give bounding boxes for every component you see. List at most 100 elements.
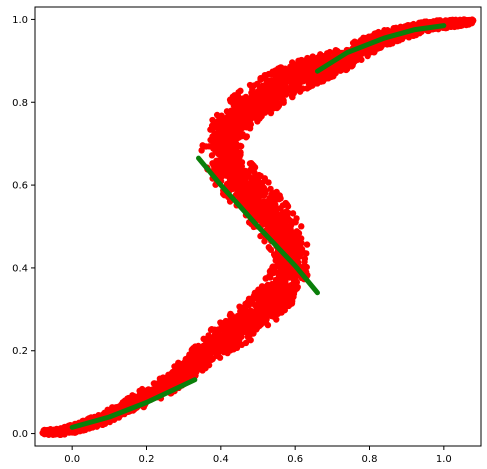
scatter-point — [303, 263, 310, 271]
scatter-point — [224, 349, 231, 356]
scatter-point — [291, 287, 298, 294]
scatter-point — [257, 232, 264, 240]
scatter-point — [289, 210, 297, 217]
scatter-point — [176, 372, 184, 379]
x-tick-label: 0.2 — [139, 454, 155, 465]
scatter-point — [183, 358, 190, 366]
scatter-point — [253, 90, 260, 98]
scatter-point — [250, 82, 258, 89]
scatter-point — [241, 328, 248, 336]
scatter-point — [266, 225, 273, 233]
x-tick-label: 0.6 — [287, 454, 303, 465]
scatter-point — [268, 101, 276, 109]
scatter-point — [280, 71, 288, 78]
scatter-point — [281, 224, 288, 232]
scatter-point — [208, 346, 215, 353]
scatter-point — [241, 311, 248, 319]
scatter-point — [249, 330, 257, 337]
scatter-point — [293, 215, 300, 222]
scatter-point — [256, 200, 263, 207]
scatter-point — [251, 194, 258, 202]
scatter-point — [239, 122, 246, 129]
scatter-point — [246, 299, 253, 307]
scatter-point — [251, 294, 258, 301]
scatter-point — [309, 76, 316, 83]
scatter-point — [106, 418, 114, 426]
scatter-point — [218, 128, 226, 136]
scatter-point — [288, 296, 296, 304]
x-tick-label: 0.4 — [213, 454, 229, 465]
scatter-point — [271, 252, 279, 260]
scatter-point — [214, 150, 222, 157]
scatter-point — [288, 246, 295, 254]
y-tick-label: 0.0 — [12, 429, 28, 440]
scatter-point — [230, 321, 238, 329]
scatter-point — [294, 242, 301, 250]
scatter-point — [224, 343, 232, 351]
scatter-point — [214, 167, 222, 174]
scatter-point — [291, 237, 298, 244]
scatter-point — [274, 231, 281, 238]
scatter-point — [288, 221, 295, 229]
scatter-point — [239, 185, 247, 193]
scatter-point — [303, 241, 311, 248]
scatter-point — [266, 244, 273, 252]
scatter-point — [275, 65, 283, 72]
scatter-point — [276, 279, 284, 287]
scatter-point — [342, 66, 350, 74]
scatter-point — [256, 216, 263, 223]
scatter-point — [271, 88, 279, 96]
scatter-point — [235, 331, 243, 338]
scatter-point — [241, 170, 248, 178]
scatter-point — [281, 210, 288, 218]
scatter-point — [268, 290, 275, 297]
scatter-point — [61, 428, 68, 435]
scatter-point — [275, 293, 282, 301]
scatter-point — [246, 190, 253, 198]
scatter-point — [287, 228, 294, 235]
scatter-point — [248, 165, 255, 172]
scatter-point — [152, 386, 159, 394]
scatter-point — [468, 19, 476, 27]
scatter-point — [220, 163, 227, 171]
scatter-point — [232, 343, 239, 351]
scatter-point — [176, 360, 183, 367]
scatter-point — [251, 289, 259, 297]
scatter-point — [271, 190, 278, 197]
scatter-point — [272, 219, 279, 226]
scatter-point — [262, 275, 270, 282]
scatter-point — [258, 112, 265, 120]
y-tick-label: 0.4 — [12, 263, 28, 274]
scatter-point — [269, 264, 276, 271]
y-tick-label: 0.8 — [12, 98, 28, 109]
scatter-point — [291, 66, 298, 74]
scatter-point — [200, 344, 208, 351]
y-axis: 0.0 0.2 0.4 0.6 0.8 1.0 — [12, 15, 35, 440]
scatter-point — [233, 316, 240, 324]
scatter-point — [236, 336, 243, 344]
scatter-point — [283, 84, 291, 92]
scatter-point — [216, 140, 224, 147]
scatter-point — [265, 179, 272, 186]
scatter-point — [330, 67, 337, 74]
scatter-point — [339, 59, 346, 67]
scatter-point — [200, 335, 207, 343]
scatter-point — [242, 339, 250, 347]
scatter-point — [290, 276, 297, 283]
y-tick-label: 0.6 — [12, 181, 28, 192]
scatter-point — [231, 143, 238, 150]
scatter-point — [220, 332, 227, 339]
scatter-point — [284, 239, 292, 246]
x-tick-label: 0.0 — [64, 454, 80, 465]
scatter-point — [255, 299, 263, 307]
scatter-point — [276, 301, 283, 308]
scatter-point — [256, 322, 263, 330]
scatter-point — [213, 331, 220, 339]
scatter-point — [258, 286, 265, 294]
scatter-point — [253, 102, 260, 109]
scatter-point — [346, 57, 353, 65]
scatter-point — [146, 387, 153, 394]
scatter-point — [211, 138, 218, 145]
scatter-point — [275, 225, 282, 232]
scatter-point — [228, 312, 236, 320]
